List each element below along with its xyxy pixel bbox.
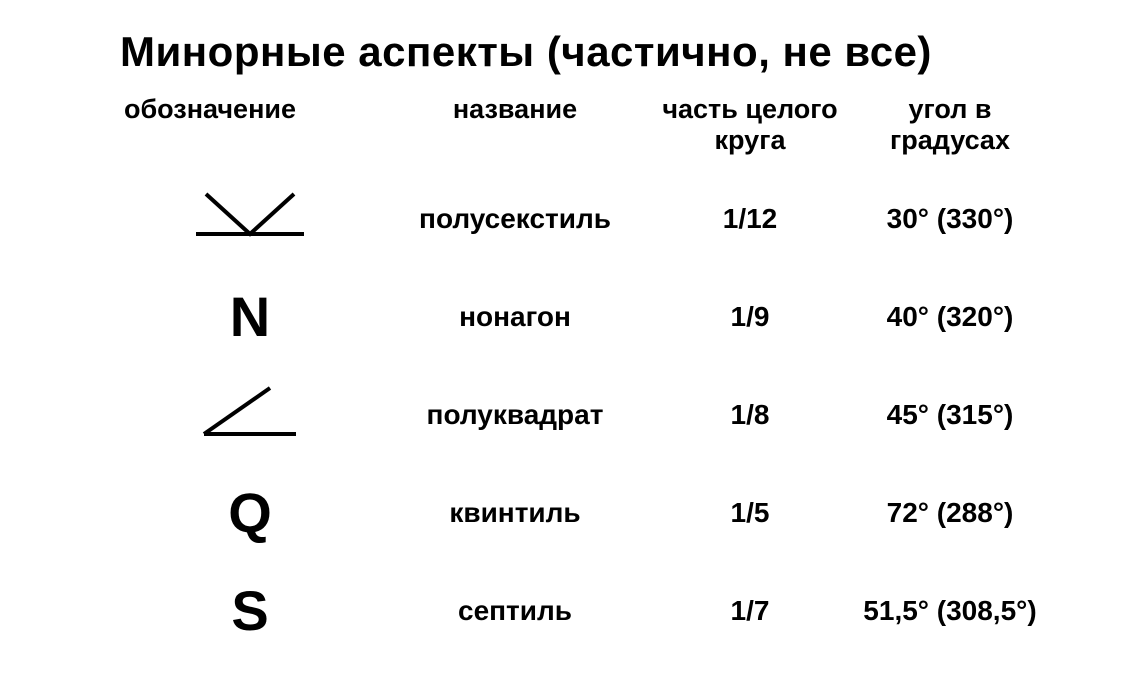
page: Минорные аспекты (частично, не все) обоз… — [0, 0, 1128, 678]
col-header-name: название — [380, 94, 650, 170]
aspect-symbol — [120, 366, 380, 464]
aspect-angle: 45° (315°) — [850, 366, 1050, 464]
aspect-fraction: 1/12 — [650, 170, 850, 268]
aspect-symbol — [120, 170, 380, 268]
table-row: полуквадрат1/845° (315°) — [120, 366, 1050, 464]
semisextile-icon — [190, 219, 310, 250]
aspect-symbol: Q — [120, 464, 380, 562]
table-body: полусекстиль1/1230° (330°)Nнонагон1/940°… — [120, 170, 1050, 660]
aspect-symbol: S — [120, 562, 380, 660]
aspect-symbol-letter: N — [230, 285, 270, 348]
table-row: Qквинтиль1/572° (288°) — [120, 464, 1050, 562]
aspect-fraction: 1/9 — [650, 268, 850, 366]
aspects-table: обозначение название часть целого круга … — [120, 94, 1050, 660]
aspect-fraction: 1/5 — [650, 464, 850, 562]
table-row: Sсептиль1/751,5° (308,5°) — [120, 562, 1050, 660]
aspect-symbol: N — [120, 268, 380, 366]
semisquare-icon — [190, 417, 310, 448]
aspect-fraction: 1/7 — [650, 562, 850, 660]
aspect-name: квинтиль — [380, 464, 650, 562]
aspect-name: полусекстиль — [380, 170, 650, 268]
aspect-angle: 72° (288°) — [850, 464, 1050, 562]
col-header-fraction: часть целого круга — [650, 94, 850, 170]
aspect-name: полуквадрат — [380, 366, 650, 464]
table-row: Nнонагон1/940° (320°) — [120, 268, 1050, 366]
table-row: полусекстиль1/1230° (330°) — [120, 170, 1050, 268]
page-title: Минорные аспекты (частично, не все) — [120, 28, 1038, 76]
col-header-angle: угол в градусах — [850, 94, 1050, 170]
aspect-symbol-letter: Q — [228, 481, 272, 544]
col-header-symbol: обозначение — [120, 94, 380, 170]
aspect-name: септиль — [380, 562, 650, 660]
aspect-angle: 40° (320°) — [850, 268, 1050, 366]
aspect-name: нонагон — [380, 268, 650, 366]
aspect-angle: 30° (330°) — [850, 170, 1050, 268]
aspect-angle: 51,5° (308,5°) — [850, 562, 1050, 660]
aspect-symbol-letter: S — [231, 579, 268, 642]
table-header-row: обозначение название часть целого круга … — [120, 94, 1050, 170]
aspect-fraction: 1/8 — [650, 366, 850, 464]
